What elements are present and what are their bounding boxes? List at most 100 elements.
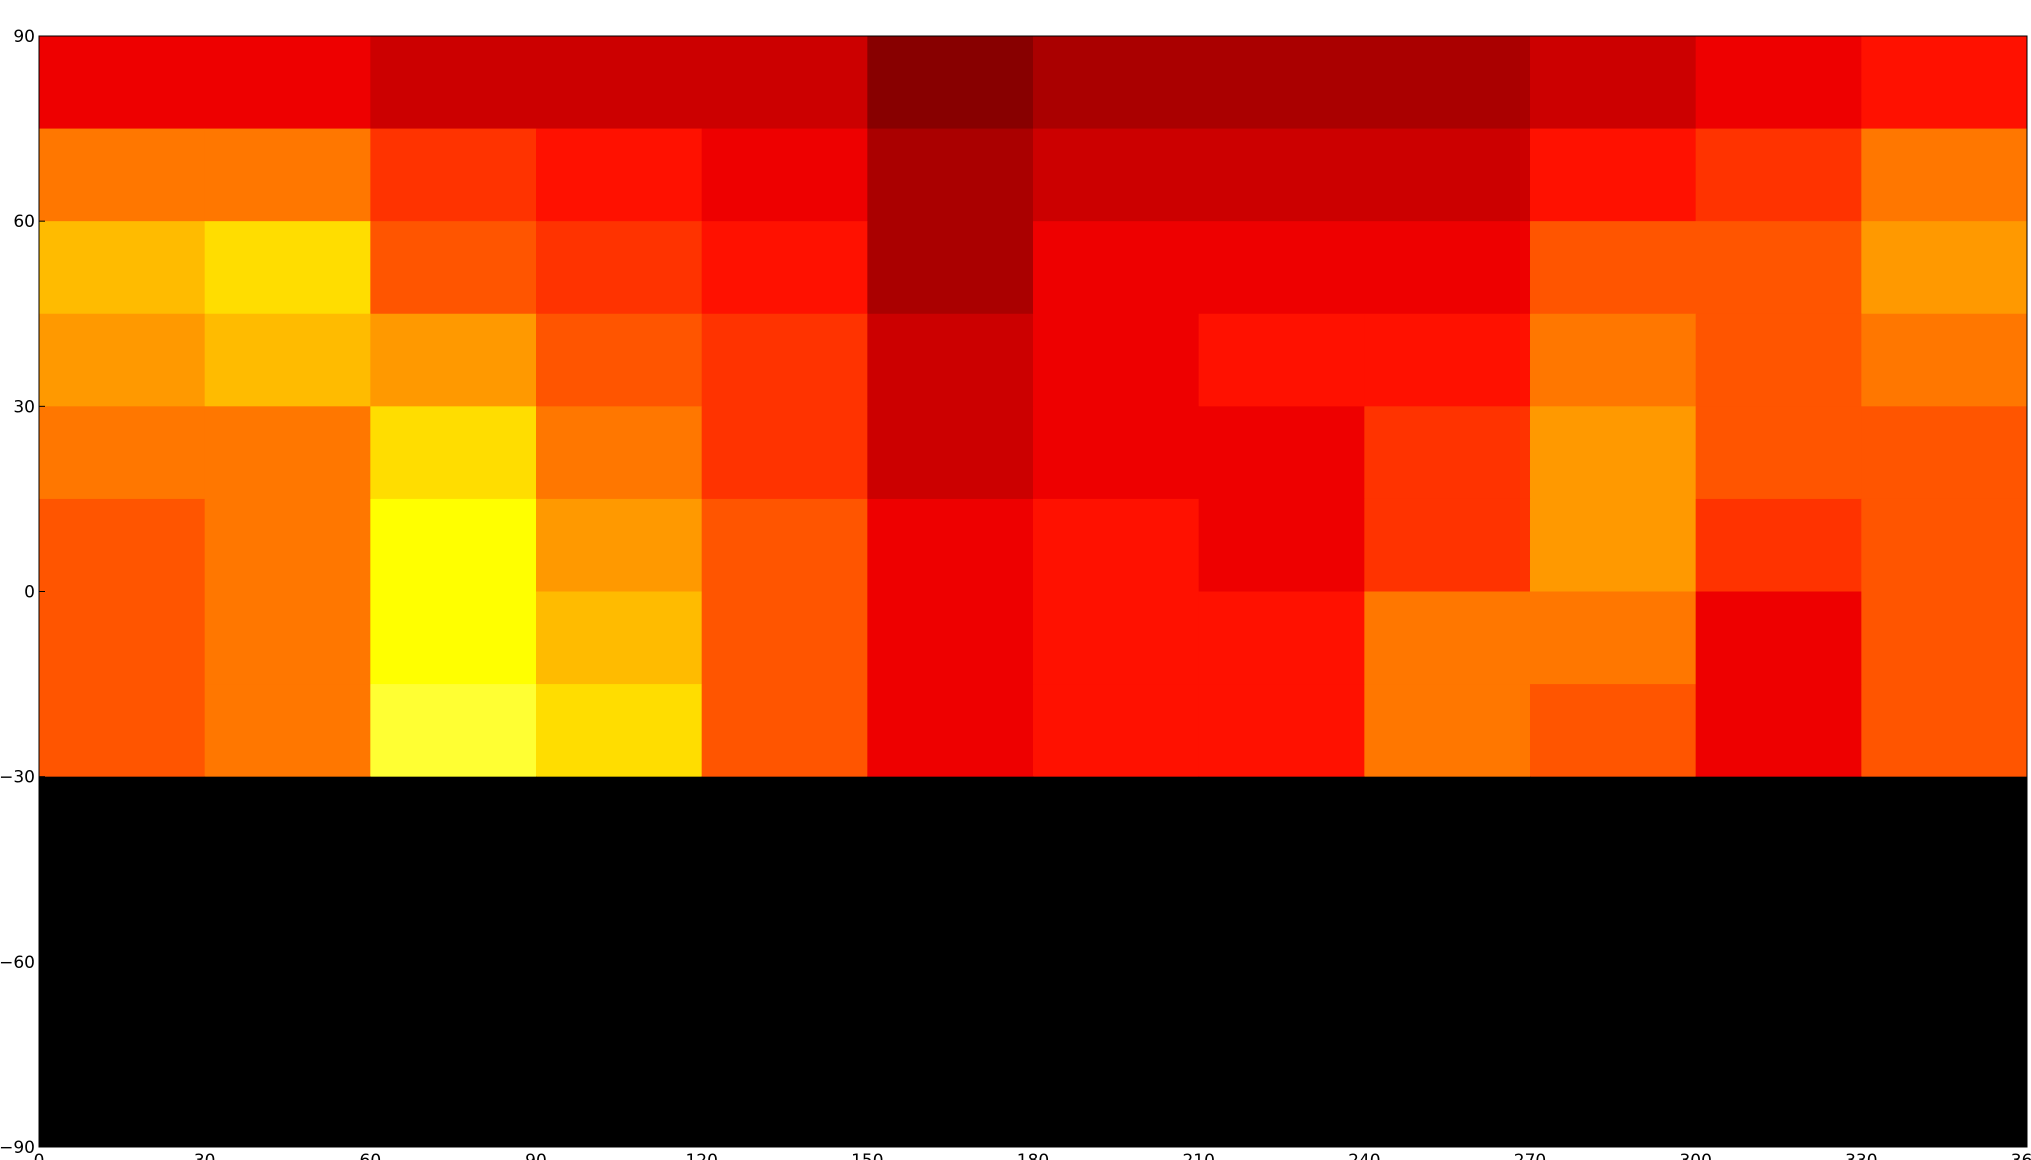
x-tick-label: 150 [851,1151,883,1160]
heat-cell [1364,314,1530,407]
heat-cell [370,777,536,870]
heat-cell [205,684,371,777]
heat-cell [1530,869,1696,962]
heat-cell [39,592,205,685]
x-tick-label: 60 [360,1151,382,1160]
heat-cell [1033,129,1199,222]
y-tick-label: −60 [0,953,35,973]
heat-cell [1861,777,2027,870]
heat-cell [702,221,868,314]
heat-cell [370,962,536,1055]
x-tick-label: 270 [1514,1151,1546,1160]
heat-cell [702,1054,868,1147]
heat-cell [1364,129,1530,222]
heat-cell [205,592,371,685]
heat-cell [1199,314,1365,407]
heat-cell [39,36,205,129]
heat-cell [702,592,868,685]
x-tick-label: 120 [685,1151,717,1160]
heat-cell [867,221,1033,314]
heat-cell [39,406,205,499]
x-tick-label: 180 [1017,1151,1049,1160]
heat-cell [702,129,868,222]
heat-cell [702,684,868,777]
heat-cell [1033,962,1199,1055]
heat-cell [1861,406,2027,499]
heat-cell [536,684,702,777]
heat-cell [370,1054,536,1147]
heat-cell [205,314,371,407]
heat-cell [1861,869,2027,962]
heat-cell [536,592,702,685]
heat-cell [1199,406,1365,499]
y-tick-label: 60 [13,212,35,232]
heat-cell [867,869,1033,962]
heat-cell [702,777,868,870]
heat-cell [370,499,536,592]
heat-cell [1861,684,2027,777]
heat-cell [205,36,371,129]
heat-cell [1696,869,1862,962]
heat-cell [1199,592,1365,685]
heat-cell [536,406,702,499]
heat-cell [1199,36,1365,129]
heat-cell [205,499,371,592]
x-tick-label: 210 [1182,1151,1214,1160]
heat-cell [39,221,205,314]
heat-cell [867,777,1033,870]
heat-cell [867,499,1033,592]
heat-cell [867,1054,1033,1147]
heat-cell [1364,499,1530,592]
heat-cell [867,406,1033,499]
heat-cell [1530,592,1696,685]
heat-cell [867,592,1033,685]
heat-cell [1199,962,1365,1055]
heat-cell [1364,684,1530,777]
heat-cell [1696,962,1862,1055]
x-tick-label: 0 [34,1151,45,1160]
heat-cell [1861,221,2027,314]
heat-cell [39,314,205,407]
heat-cell [536,869,702,962]
heat-cell [370,221,536,314]
heat-cell [1696,129,1862,222]
heat-cell [39,869,205,962]
y-tick-label: −90 [0,1138,35,1158]
x-tick-label: 330 [1845,1151,1877,1160]
y-tick-label: 0 [24,583,35,603]
heat-cell [536,962,702,1055]
heat-cell [1033,592,1199,685]
heat-cell [1033,36,1199,129]
heat-cell [1033,314,1199,407]
heat-cell [1199,129,1365,222]
chart: −90−60−300306090030609012015018021024027… [0,0,2031,1160]
heat-cell [39,499,205,592]
heat-cell [536,777,702,870]
heat-cell [1364,962,1530,1055]
heat-cell [1530,1054,1696,1147]
heat-cell [702,406,868,499]
heat-cell [1696,1054,1862,1147]
heat-cell [39,684,205,777]
heat-cell [867,129,1033,222]
x-tick-label: 360 [2011,1151,2031,1160]
heat-cell [867,36,1033,129]
heat-cell [867,314,1033,407]
heat-cell [702,36,868,129]
y-tick-label: −30 [0,768,35,788]
heat-cell [205,406,371,499]
x-tick-label: 30 [194,1151,216,1160]
heat-cell [1199,684,1365,777]
heat-cell [1364,221,1530,314]
heat-cell [1696,499,1862,592]
heat-cell [867,962,1033,1055]
heat-cell [370,314,536,407]
heat-cell [205,962,371,1055]
heat-cell [1696,406,1862,499]
heat-cell [536,221,702,314]
heat-cell [1861,129,2027,222]
heat-cell [1861,499,2027,592]
heat-cell [702,869,868,962]
heat-cell [702,499,868,592]
heat-cell [1530,777,1696,870]
